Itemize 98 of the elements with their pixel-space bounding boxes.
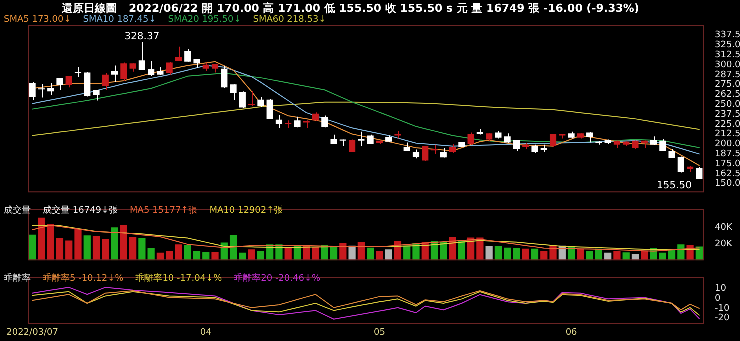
bar — [513, 248, 520, 261]
candlestick — [422, 146, 429, 162]
annotation: 328.37 — [124, 32, 160, 43]
bar — [111, 228, 118, 261]
y-tick-label: 325.0 — [715, 40, 740, 51]
series-label: 乖離率5 -10.12↓% — [43, 274, 124, 284]
y-tick-label: 262.5 — [715, 90, 740, 100]
candlestick — [120, 62, 128, 82]
y-tick-label: 150.0 — [715, 179, 740, 190]
candlestick — [93, 90, 100, 102]
annotation: 155.50 — [657, 180, 692, 192]
x-tick-label: 05 — [374, 328, 386, 338]
x-tick-label: 06 — [566, 328, 578, 338]
y-tick-label: 287.5 — [715, 70, 740, 80]
candlestick — [194, 58, 200, 69]
x-tick-label: 2022/03/07 — [6, 328, 59, 338]
series-label: 乖離率10 -17.04↓% — [136, 274, 222, 284]
y-tick-label: 200.0 — [715, 140, 740, 150]
bar — [74, 229, 82, 261]
candlestick — [184, 48, 192, 62]
candlestick — [230, 84, 237, 101]
candlestick — [696, 166, 703, 180]
candlestick — [56, 77, 64, 91]
series-label: MA5 15177↑張 — [130, 206, 198, 216]
chart-subtitle: 2022/06/22 開 170.00 高 171.00 低 155.50 收 155.50 s 元 量 16749 張 -16.00 (-9.33%) — [129, 2, 640, 15]
candlestick — [102, 72, 109, 91]
bar — [586, 251, 594, 261]
bar — [376, 251, 384, 261]
candlestick — [258, 96, 264, 108]
text: SMA60 218.53↓ — [253, 15, 326, 25]
candlestick — [221, 65, 228, 88]
text: 乖離率20 -20.46↓% — [234, 274, 321, 284]
x-tick-label: 04 — [200, 328, 212, 338]
series-label: 成交量 16749↓張 — [43, 206, 118, 216]
y-tick-label: 225.0 — [715, 120, 740, 130]
y-tick-label: 175.0 — [715, 159, 740, 170]
bar — [84, 236, 91, 261]
candlestick — [48, 82, 54, 96]
y-tick-label: 275.0 — [715, 80, 740, 90]
text: SMA5 173.00↓ — [4, 15, 72, 25]
y-tick-label: 10 — [715, 284, 727, 294]
candlestick — [550, 134, 557, 148]
y-tick-label: 312.5 — [715, 50, 740, 60]
bar — [102, 239, 110, 261]
y-tick-label: -10 — [715, 304, 730, 314]
bar — [138, 238, 146, 261]
text: SMA20 195.50↓ — [168, 15, 242, 25]
y-tick-label: 237.5 — [715, 110, 740, 120]
bar — [56, 238, 64, 261]
text: MA10 12902↑張 — [210, 206, 284, 216]
candlestick — [678, 156, 684, 174]
bar — [66, 240, 73, 261]
chart-title: 還原日線圖 — [62, 2, 117, 15]
candlestick — [276, 114, 283, 129]
candlestick — [349, 139, 356, 154]
candlestick — [239, 91, 246, 109]
bar — [38, 218, 46, 261]
chart-title: 成交量 — [4, 206, 31, 216]
chart-title: 乖離率 — [4, 274, 31, 284]
candlestick — [148, 60, 155, 77]
y-tick-label: 300.0 — [715, 60, 740, 70]
bar — [312, 247, 320, 261]
y-tick-label: 0 — [715, 294, 721, 304]
y-tick-label: 337.5 — [715, 30, 740, 41]
candlestick — [29, 82, 36, 101]
y-tick-label: -20 — [715, 314, 730, 324]
bar — [92, 236, 100, 261]
candlestick — [138, 42, 146, 71]
bar — [614, 250, 621, 261]
candlestick — [367, 134, 374, 145]
bar — [29, 234, 36, 261]
y-tick-label: 20K — [715, 239, 734, 250]
bar — [184, 245, 192, 261]
candlestick — [74, 66, 82, 78]
bar — [212, 252, 219, 261]
candlestick — [586, 132, 594, 144]
y-tick-label: 40K — [715, 222, 734, 233]
candlestick — [166, 62, 173, 76]
candlestick — [38, 84, 45, 98]
text: SMA10 187.45↓ — [83, 15, 156, 25]
y-tick-label: 212.5 — [715, 130, 740, 140]
candlestick — [431, 144, 438, 155]
candlestick — [248, 90, 256, 107]
candlestick — [660, 138, 666, 152]
bar — [47, 224, 54, 261]
candlestick — [84, 72, 91, 98]
bar — [175, 244, 182, 261]
bar — [248, 250, 256, 261]
candlestick — [111, 65, 118, 84]
bar — [129, 236, 137, 261]
candlestick — [468, 132, 474, 146]
candlestick — [358, 131, 365, 147]
candlestick — [266, 98, 274, 120]
y-tick-label: 250.0 — [715, 100, 740, 110]
y-tick-label: 187.5 — [715, 150, 740, 160]
bar — [120, 226, 128, 261]
candlestick — [330, 134, 338, 145]
y-tick-label: 162.5 — [715, 169, 740, 180]
